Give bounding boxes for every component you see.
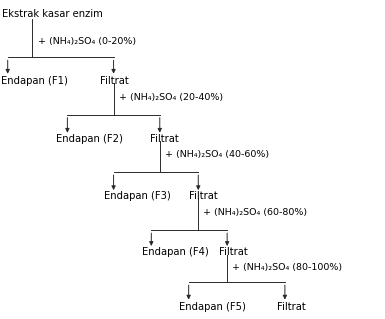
- Text: Filtrat: Filtrat: [277, 302, 306, 312]
- Text: Endapan (F1): Endapan (F1): [1, 76, 68, 86]
- Text: + (NH₄)₂SO₄ (60-80%): + (NH₄)₂SO₄ (60-80%): [203, 208, 307, 217]
- Text: + (NH₄)₂SO₄ (20-40%): + (NH₄)₂SO₄ (20-40%): [119, 93, 223, 102]
- Text: Filtrat: Filtrat: [189, 191, 218, 201]
- Text: + (NH₄)₂SO₄ (40-60%): + (NH₄)₂SO₄ (40-60%): [165, 150, 269, 159]
- Text: + (NH₄)₂SO₄ (0-20%): + (NH₄)₂SO₄ (0-20%): [38, 37, 137, 46]
- Text: Ekstrak kasar enzim: Ekstrak kasar enzim: [2, 9, 103, 19]
- Text: + (NH₄)₂SO₄ (80-100%): + (NH₄)₂SO₄ (80-100%): [232, 263, 342, 272]
- Text: Filtrat: Filtrat: [100, 76, 129, 86]
- Text: Endapan (F5): Endapan (F5): [179, 302, 246, 312]
- Text: Endapan (F2): Endapan (F2): [56, 134, 123, 144]
- Text: Filtrat: Filtrat: [150, 134, 179, 144]
- Text: Endapan (F3): Endapan (F3): [104, 191, 171, 201]
- Text: Endapan (F4): Endapan (F4): [142, 247, 209, 257]
- Text: Filtrat: Filtrat: [219, 247, 248, 257]
